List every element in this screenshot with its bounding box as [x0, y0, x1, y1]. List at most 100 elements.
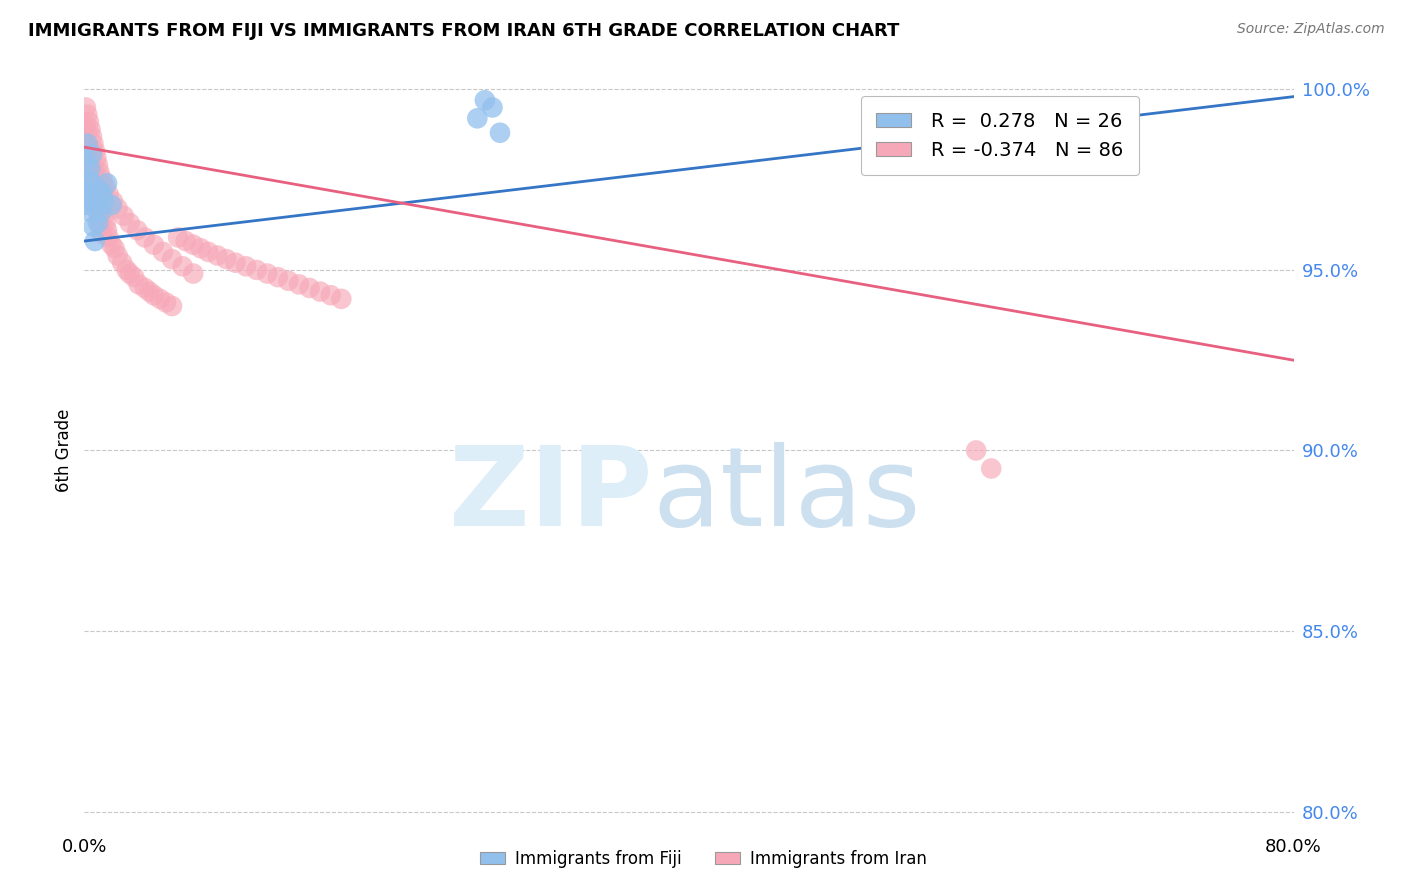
Point [84, 191, 107, 205]
Point [107, 202, 129, 216]
Point [89, 187, 111, 202]
Point [309, 285, 332, 299]
Point [128, 277, 150, 292]
Point [101, 194, 124, 209]
Point [94, 216, 117, 230]
Point [82, 136, 104, 151]
Text: ZIP: ZIP [450, 442, 652, 549]
Point [77, 115, 100, 129]
Legend: R =  0.278   N = 26, R = -0.374   N = 86: R = 0.278 N = 26, R = -0.374 N = 86 [860, 96, 1139, 175]
Point [134, 230, 156, 244]
Point [80, 169, 103, 183]
Point [225, 256, 247, 270]
Point [107, 248, 129, 262]
Point [160, 299, 183, 313]
Point [100, 198, 122, 212]
Point [91, 187, 114, 202]
Point [174, 234, 197, 248]
Point [142, 237, 165, 252]
Point [256, 267, 278, 281]
Point [160, 252, 183, 266]
Point [77, 172, 100, 186]
Point [330, 292, 353, 306]
Point [197, 244, 219, 259]
Point [80, 129, 103, 144]
Point [467, 112, 489, 126]
Point [215, 252, 238, 266]
Point [980, 461, 1002, 475]
Point [89, 165, 111, 179]
Point [86, 202, 108, 216]
Point [82, 194, 104, 209]
Point [77, 140, 100, 154]
Point [76, 136, 98, 151]
Legend: Immigrants from Fiji, Immigrants from Iran: Immigrants from Fiji, Immigrants from Ir… [472, 844, 934, 875]
Point [89, 184, 111, 198]
Point [489, 126, 512, 140]
Point [122, 270, 145, 285]
Point [127, 223, 149, 237]
Point [87, 205, 110, 219]
Point [142, 288, 165, 302]
Point [79, 165, 101, 179]
Point [149, 292, 172, 306]
Point [288, 277, 311, 292]
Point [87, 216, 110, 230]
Point [181, 267, 204, 281]
Point [97, 187, 120, 202]
Point [76, 108, 98, 122]
Point [89, 212, 111, 227]
Point [118, 216, 141, 230]
Point [82, 158, 104, 172]
Point [267, 270, 290, 285]
Point [96, 223, 118, 237]
Point [80, 144, 103, 158]
Point [172, 260, 194, 274]
Point [91, 172, 114, 186]
Point [90, 205, 112, 219]
Point [167, 230, 190, 244]
Point [91, 202, 114, 216]
Point [84, 144, 107, 158]
Point [75, 136, 97, 151]
Point [79, 161, 101, 176]
Point [155, 295, 177, 310]
Point [207, 248, 229, 262]
Point [181, 237, 204, 252]
Point [84, 187, 107, 202]
Point [115, 263, 138, 277]
Text: atlas: atlas [652, 442, 921, 549]
Point [93, 194, 115, 209]
Point [86, 172, 108, 186]
Point [80, 176, 103, 190]
Point [190, 241, 212, 255]
Point [84, 165, 107, 179]
Point [277, 274, 299, 288]
Point [77, 158, 100, 172]
Point [84, 234, 107, 248]
Point [75, 184, 97, 198]
Point [75, 198, 97, 212]
Point [235, 260, 257, 274]
Point [76, 154, 98, 169]
Text: Source: ZipAtlas.com: Source: ZipAtlas.com [1237, 22, 1385, 37]
Point [76, 147, 98, 161]
Point [79, 122, 101, 136]
Point [82, 180, 104, 194]
Point [96, 176, 118, 190]
Text: IMMIGRANTS FROM FIJI VS IMMIGRANTS FROM IRAN 6TH GRADE CORRELATION CHART: IMMIGRANTS FROM FIJI VS IMMIGRANTS FROM … [28, 22, 900, 40]
Point [111, 256, 134, 270]
Point [91, 227, 114, 241]
Point [77, 191, 100, 205]
Point [94, 180, 117, 194]
Point [319, 288, 342, 302]
Point [79, 205, 101, 219]
Point [93, 209, 115, 223]
Point [474, 93, 496, 107]
Point [97, 230, 120, 244]
Point [87, 158, 110, 172]
Point [87, 180, 110, 194]
Point [100, 237, 122, 252]
Point [80, 147, 103, 161]
Point [298, 281, 321, 295]
